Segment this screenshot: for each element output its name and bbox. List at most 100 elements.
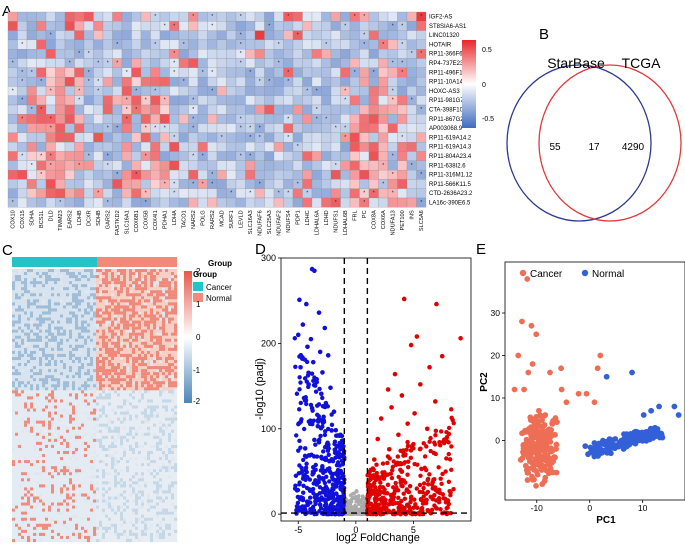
expression-cell — [15, 372, 19, 376]
panel-label-c: C — [2, 242, 13, 259]
expression-cell — [72, 399, 76, 403]
expression-cell — [159, 269, 163, 273]
heatmap-cell — [283, 197, 294, 208]
heatmap-cell — [226, 142, 237, 152]
expression-cell — [48, 323, 52, 327]
expression-cell — [156, 399, 160, 403]
expression-cell — [162, 353, 166, 358]
expression-cell — [87, 472, 91, 476]
expression-cell — [42, 420, 46, 424]
expression-cell — [42, 278, 46, 282]
colorbar-a-tick-zero: 0 — [482, 82, 486, 89]
expression-cell — [120, 290, 124, 294]
expression-cell — [54, 423, 58, 427]
expression-cell — [99, 269, 103, 273]
expression-cell — [132, 487, 136, 491]
heatmap-cell — [245, 197, 256, 208]
expression-cell — [108, 429, 112, 433]
expression-cell — [60, 369, 64, 373]
expression-cell — [171, 323, 175, 327]
expression-cell — [87, 438, 91, 442]
expression-cell — [30, 275, 34, 279]
expression-cell — [90, 311, 94, 315]
expression-cell — [96, 329, 100, 333]
expression-cell — [33, 269, 37, 273]
expression-cell — [159, 366, 163, 370]
expression-cell — [111, 329, 115, 333]
expression-cell — [174, 293, 178, 297]
significance-mark: * — [145, 200, 147, 206]
heatmap-cell — [254, 160, 265, 171]
significance-mark: * — [401, 61, 403, 67]
expression-cell — [111, 447, 115, 452]
expression-cell — [45, 329, 49, 333]
heatmap-cell — [311, 123, 322, 134]
heatmap-cell — [321, 179, 332, 189]
expression-cell — [162, 408, 166, 412]
expression-cell — [21, 441, 25, 446]
expression-cell — [162, 269, 166, 273]
expression-cell — [57, 408, 61, 412]
expression-cell — [57, 344, 61, 348]
expression-cell — [42, 390, 46, 394]
expression-cell — [81, 378, 85, 382]
heatmap-cell — [159, 197, 170, 208]
expression-cell — [150, 293, 154, 297]
expression-cell — [81, 281, 85, 285]
expression-cell — [18, 344, 22, 348]
expression-cell — [72, 441, 76, 446]
venn-diagram: StarBase TCGA 55 17 4290 — [506, 55, 682, 222]
expression-cell — [51, 381, 55, 385]
expression-cell — [78, 396, 82, 400]
expression-cell — [144, 372, 148, 376]
expression-cell — [24, 372, 28, 376]
expression-cell — [12, 281, 16, 285]
expression-cell — [93, 472, 97, 476]
expression-cell — [141, 384, 145, 388]
expression-cell — [48, 408, 52, 412]
heatmap-cell — [140, 49, 151, 59]
heatmap-cell — [330, 11, 341, 22]
heatmap-cell — [406, 188, 417, 199]
expression-cell — [117, 444, 121, 449]
expression-cell — [33, 296, 37, 300]
expression-cell — [123, 478, 127, 482]
expression-cell — [27, 444, 31, 449]
expression-cell — [105, 487, 109, 491]
heatmap-cell — [207, 123, 218, 134]
expression-cell — [150, 302, 154, 306]
expression-cell — [141, 302, 145, 306]
expression-cell — [72, 469, 76, 473]
expression-cell — [33, 317, 37, 321]
expression-cell — [57, 393, 61, 397]
expression-cell — [63, 323, 67, 327]
expression-cell — [171, 329, 175, 333]
heatmap-cell — [159, 11, 170, 22]
expression-cell — [69, 490, 73, 494]
expression-cell — [30, 326, 34, 330]
expression-cell — [24, 381, 28, 385]
expression-cell — [168, 284, 172, 288]
expression-cell — [63, 402, 67, 406]
expression-cell — [96, 447, 100, 452]
expression-cell — [54, 332, 58, 336]
expression-cell — [90, 441, 94, 446]
heatmap-cell — [283, 21, 294, 31]
expression-cell — [132, 490, 136, 494]
heatmap-cell — [340, 67, 351, 78]
expression-cell — [45, 475, 49, 479]
expression-cell — [51, 429, 55, 433]
expression-cell — [147, 460, 151, 464]
expression-cell — [129, 484, 133, 488]
expression-cell — [114, 350, 118, 355]
expression-cell — [171, 366, 175, 370]
expression-cell — [150, 432, 154, 436]
expression-cell — [165, 463, 169, 467]
expression-cell — [156, 451, 160, 455]
expression-cell — [120, 390, 124, 394]
expression-cell — [45, 472, 49, 476]
expression-cell — [144, 399, 148, 403]
expression-cell — [75, 269, 79, 273]
expression-cell — [150, 454, 154, 458]
expression-cell — [171, 308, 175, 312]
